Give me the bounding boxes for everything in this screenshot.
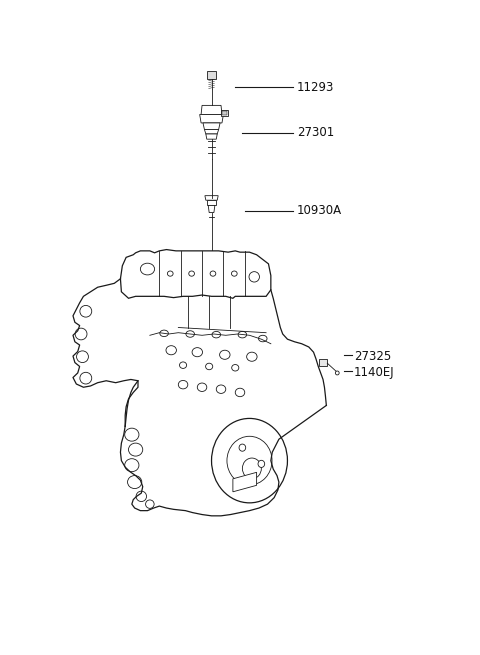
Polygon shape: [205, 196, 218, 200]
Ellipse shape: [192, 348, 203, 357]
Ellipse shape: [205, 364, 213, 369]
Ellipse shape: [189, 271, 194, 276]
Ellipse shape: [258, 460, 264, 468]
Polygon shape: [120, 250, 271, 298]
Ellipse shape: [210, 271, 216, 276]
Bar: [222, 111, 227, 115]
Ellipse shape: [336, 371, 339, 375]
Text: 11293: 11293: [297, 81, 334, 94]
Ellipse shape: [227, 436, 272, 485]
Ellipse shape: [140, 263, 155, 275]
Polygon shape: [200, 115, 223, 123]
Polygon shape: [221, 110, 228, 117]
Polygon shape: [204, 130, 219, 134]
Ellipse shape: [80, 305, 92, 317]
Text: 27301: 27301: [297, 126, 334, 139]
Ellipse shape: [232, 365, 239, 371]
Bar: [319, 360, 327, 365]
Ellipse shape: [125, 458, 139, 472]
Ellipse shape: [242, 458, 261, 479]
Ellipse shape: [239, 444, 246, 451]
Ellipse shape: [168, 271, 173, 276]
Ellipse shape: [231, 271, 237, 276]
Ellipse shape: [128, 476, 142, 489]
Ellipse shape: [259, 335, 267, 342]
Polygon shape: [208, 206, 215, 213]
Ellipse shape: [129, 443, 143, 456]
Ellipse shape: [125, 428, 139, 441]
Ellipse shape: [238, 331, 247, 338]
Ellipse shape: [249, 272, 260, 282]
Ellipse shape: [212, 419, 288, 503]
Polygon shape: [207, 200, 216, 206]
Ellipse shape: [235, 388, 245, 397]
Text: 10930A: 10930A: [297, 204, 342, 217]
Ellipse shape: [180, 362, 187, 368]
Ellipse shape: [212, 331, 220, 338]
Ellipse shape: [179, 381, 188, 389]
Polygon shape: [206, 134, 217, 139]
Ellipse shape: [186, 331, 194, 337]
Ellipse shape: [136, 491, 146, 502]
Ellipse shape: [75, 328, 87, 340]
Ellipse shape: [76, 351, 88, 363]
Ellipse shape: [219, 350, 230, 360]
Ellipse shape: [247, 352, 257, 362]
Ellipse shape: [197, 383, 207, 392]
Ellipse shape: [216, 385, 226, 394]
Bar: [207, 71, 216, 79]
Ellipse shape: [145, 500, 154, 508]
Text: 27325: 27325: [354, 350, 391, 364]
Polygon shape: [233, 472, 257, 492]
Ellipse shape: [80, 372, 92, 384]
Polygon shape: [203, 123, 220, 130]
Ellipse shape: [166, 346, 177, 355]
Polygon shape: [201, 105, 222, 115]
Ellipse shape: [160, 330, 168, 337]
Text: 1140EJ: 1140EJ: [354, 366, 395, 379]
